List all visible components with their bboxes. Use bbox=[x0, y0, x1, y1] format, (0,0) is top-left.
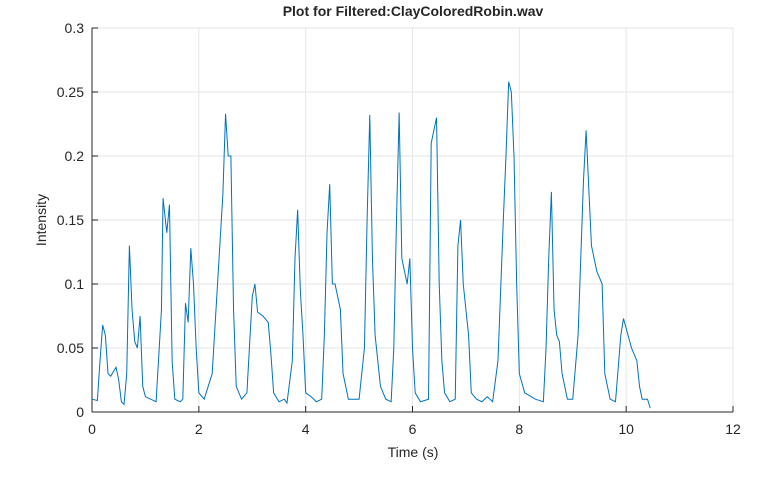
x-tick-label: 8 bbox=[515, 421, 523, 437]
y-tick-label: 0.15 bbox=[57, 212, 84, 228]
chart-title: Plot for Filtered:ClayColoredRobin.wav bbox=[283, 3, 544, 19]
x-tick-label: 10 bbox=[618, 421, 634, 437]
y-tick-label: 0 bbox=[76, 404, 84, 420]
y-tick-label: 0.1 bbox=[65, 276, 85, 292]
y-tick-label: 0.05 bbox=[57, 340, 84, 356]
y-tick-label: 0.25 bbox=[57, 84, 84, 100]
y-tick-label: 0.2 bbox=[65, 148, 85, 164]
x-tick-label: 4 bbox=[302, 421, 310, 437]
y-tick-label: 0.3 bbox=[65, 20, 85, 36]
y-axis-label: Intensity bbox=[33, 194, 49, 246]
data-line bbox=[91, 81, 651, 409]
x-axis-label: Time (s) bbox=[388, 444, 439, 460]
x-tick-label: 12 bbox=[725, 421, 741, 437]
x-tick-label: 0 bbox=[88, 421, 96, 437]
x-tick-label: 2 bbox=[195, 421, 203, 437]
x-tick-label: 6 bbox=[409, 421, 417, 437]
